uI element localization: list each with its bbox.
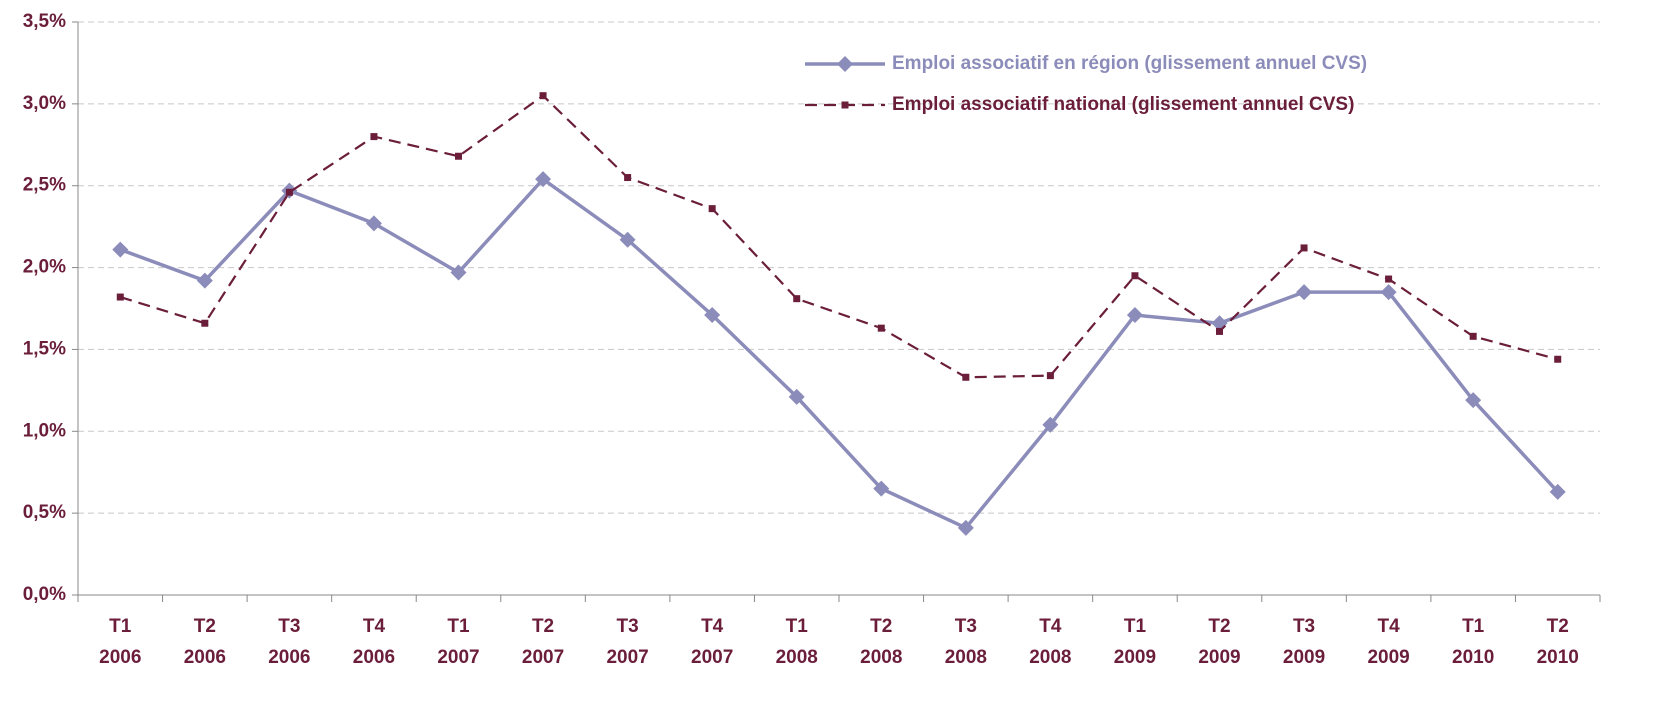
y-tick-label: 3,5% [23,11,66,32]
x-tick-label: T1 2010 [1452,616,1495,668]
x-tick-label: T2 2009 [1198,616,1241,668]
marker [370,133,378,141]
marker [116,293,124,301]
y-tick-label: 1,5% [23,338,66,359]
marker [1554,355,1562,363]
marker [365,215,382,232]
y-tick-label: 3,0% [23,93,66,114]
x-tick-label: T1 2007 [437,616,480,668]
x-tick-label: T4 2009 [1367,616,1410,668]
marker [450,264,467,281]
marker [539,92,547,100]
marker [1380,284,1397,301]
marker [962,373,970,381]
marker [201,319,209,327]
marker [873,480,890,497]
marker [708,205,716,213]
marker [1549,483,1566,500]
x-tick-label: T3 2008 [944,616,987,668]
marker [1131,272,1139,280]
legend-marker [841,101,849,109]
x-tick-label: T2 2010 [1536,616,1579,668]
marker [1465,392,1482,409]
legend-label: Emploi associatif en région (glissement … [892,53,1367,74]
marker [1385,275,1393,283]
x-tick-label: T3 2007 [606,616,649,668]
marker [877,324,885,332]
x-tick-label: T4 2007 [691,616,734,668]
series-line [119,176,1560,531]
marker [793,295,801,303]
y-tick-label: 1,0% [23,420,66,441]
marker [624,174,632,182]
marker [1300,244,1308,252]
x-tick-label: T3 2006 [268,616,311,668]
y-tick-label: 0,0% [23,584,66,605]
marker [788,388,805,405]
x-tick-label: T4 2006 [352,616,396,668]
x-tick-label: T3 2009 [1282,616,1326,668]
x-tick-label: T2 2006 [183,616,226,668]
marker [1046,372,1054,380]
series-line [119,94,1559,379]
marker [1126,307,1143,324]
x-tick-label: T4 2008 [1029,616,1072,668]
y-tick-label: 2,0% [23,257,66,278]
marker [704,307,721,324]
marker [112,241,129,258]
marker [535,171,552,188]
marker [285,188,293,196]
marker [1296,284,1313,301]
marker [1469,332,1477,340]
x-tick-label: T1 2009 [1113,616,1157,668]
legend-label: Emploi associatif national (glissement a… [892,94,1354,115]
marker [1216,327,1223,335]
marker [619,231,636,248]
x-tick-label: T1 2006 [99,616,142,668]
marker [957,519,974,536]
marker [1042,416,1059,433]
y-tick-label: 0,5% [23,502,66,523]
y-tick-label: 2,5% [23,175,66,196]
marker [196,272,213,289]
x-tick-label: T2 2007 [521,616,565,668]
x-tick-label: T2 2008 [860,616,903,668]
marker [455,152,462,160]
x-tick-label: T1 2008 [775,616,818,668]
legend-marker [837,56,853,72]
